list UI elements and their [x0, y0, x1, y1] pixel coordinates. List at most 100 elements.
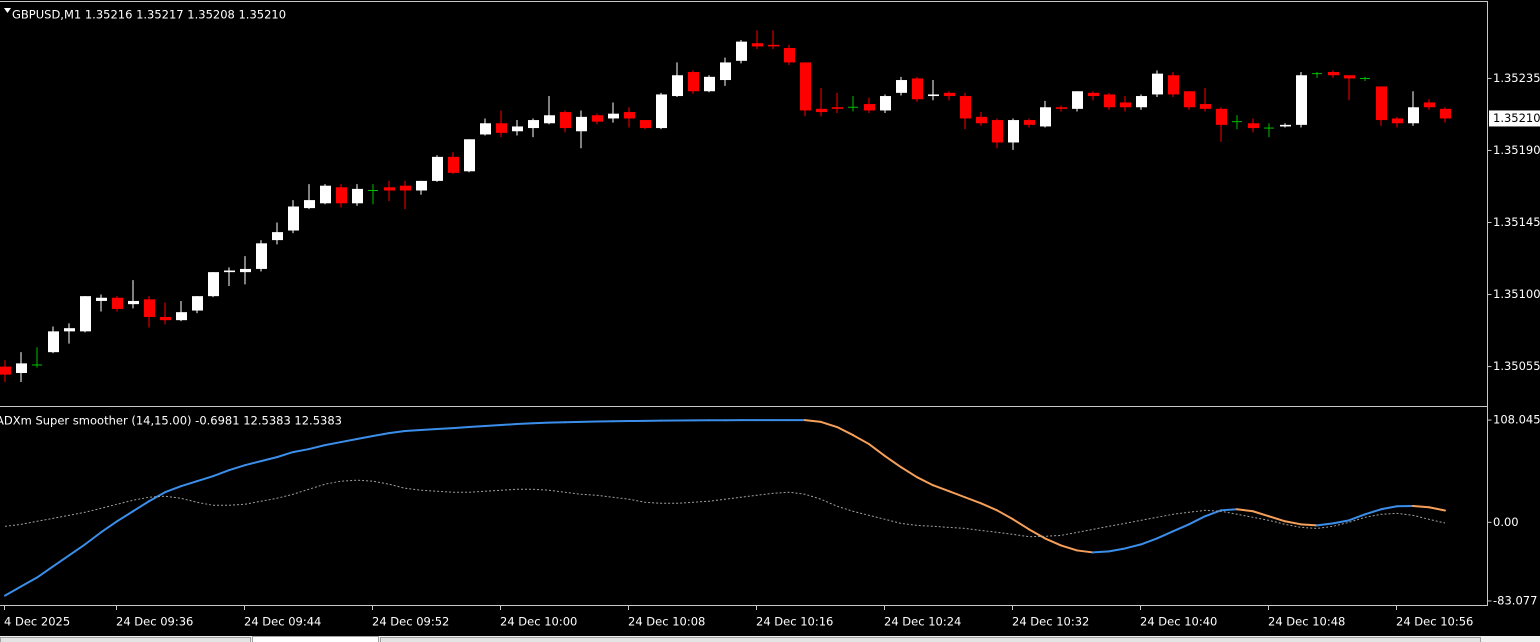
candle-body	[256, 243, 267, 269]
indicator-segment	[1348, 513, 1366, 522]
candle-body	[512, 126, 523, 132]
candle-body	[1024, 120, 1035, 125]
x-tick-label: 24 Dec 10:40	[1140, 615, 1217, 629]
indicator-segment	[4, 585, 22, 597]
candle-body	[944, 92, 955, 97]
x-tick-label: 4 Dec 2025	[4, 615, 70, 629]
indicator-segment	[804, 419, 822, 423]
indicator-segment	[436, 427, 454, 431]
candle-body	[480, 123, 491, 135]
indicator-segment	[52, 554, 70, 568]
indicator-segment	[372, 432, 390, 438]
indicator-segment	[100, 520, 118, 534]
x-tick-label: 24 Dec 10:08	[628, 615, 705, 629]
indicator-segment	[36, 565, 54, 579]
tab[interactable]	[0, 637, 251, 642]
candle-body	[560, 112, 571, 129]
candle-body	[1216, 108, 1227, 125]
candle-body	[432, 156, 443, 181]
indicator-segment	[356, 435, 374, 441]
candle-body	[1168, 75, 1179, 95]
indicator-segment	[228, 464, 246, 472]
indicator-segment	[468, 424, 486, 429]
candle-body	[624, 112, 635, 119]
candle-body	[736, 41, 747, 61]
candle-body	[80, 296, 91, 332]
indicator-segment	[324, 441, 342, 447]
candle-body	[864, 104, 875, 111]
candle-body	[1008, 120, 1019, 143]
candle-body	[896, 80, 907, 93]
tab[interactable]	[252, 636, 379, 642]
indicator-segment	[1124, 543, 1142, 550]
x-tick-label: 24 Dec 09:36	[116, 615, 193, 629]
indicator-segment	[340, 438, 358, 444]
candle-body	[800, 62, 811, 111]
x-tick-label: 24 Dec 10:48	[1268, 615, 1345, 629]
candle-body	[832, 107, 843, 109]
y-tick-label: 1.35100	[1493, 287, 1540, 301]
candle-body	[176, 312, 187, 321]
y-tick-label: -83.077	[1493, 593, 1537, 607]
candle-body	[1072, 91, 1083, 109]
candle-body	[496, 123, 507, 133]
y-tick-label: 1.35055	[1493, 359, 1540, 373]
candle-body	[1088, 92, 1099, 97]
x-tick-label: 24 Dec 10:00	[500, 615, 577, 629]
candle-body	[576, 116, 587, 132]
candle-body	[960, 96, 971, 119]
y-tick-label: 1.35190	[1493, 143, 1540, 157]
indicator-segment	[996, 509, 1014, 521]
indicator-segment	[1300, 523, 1318, 527]
candle-body	[16, 363, 27, 373]
indicator-segment	[836, 426, 854, 437]
indicator-segment	[500, 422, 518, 427]
indicator-segment	[1140, 537, 1158, 546]
candle-body	[592, 115, 603, 122]
candle-body	[96, 297, 107, 301]
candle-body	[1280, 124, 1291, 127]
candle-body	[384, 187, 395, 191]
indicator-segment	[244, 460, 262, 467]
candle-body	[768, 44, 779, 47]
indicator-segment	[1332, 519, 1350, 525]
indicator-segment	[308, 444, 326, 451]
indicator-segment	[1076, 549, 1094, 554]
current-price-box	[1489, 110, 1540, 127]
menu-arrow[interactable]	[4, 8, 11, 13]
candle-body	[752, 43, 763, 47]
candle-body	[912, 78, 923, 100]
indicator-segment	[852, 434, 870, 446]
candle-body	[1328, 72, 1339, 76]
candle-body	[1040, 107, 1051, 127]
candle-body	[1152, 73, 1163, 95]
indicator-segment	[20, 576, 38, 588]
candle-body	[0, 366, 11, 375]
candle-body	[784, 48, 795, 63]
candle-body	[1424, 102, 1435, 108]
candle-body	[288, 206, 299, 231]
indicator-segment	[84, 531, 102, 546]
indicator-segment	[1204, 509, 1222, 518]
candle-body	[672, 75, 683, 97]
indicator-segment	[1108, 547, 1126, 553]
indicator-segment	[1268, 515, 1286, 523]
candle-body	[640, 120, 651, 129]
indicator-segment	[292, 448, 310, 454]
indicator-segment	[148, 491, 166, 503]
x-tick-label: 24 Dec 09:52	[372, 615, 449, 629]
indicator-segment	[1364, 508, 1382, 516]
candle-body	[272, 232, 283, 241]
indicator-segment	[452, 426, 470, 430]
tab[interactable]	[380, 637, 1481, 642]
indicator-segment	[1172, 523, 1190, 533]
indicator-segment	[1028, 528, 1046, 540]
indicator-segment	[964, 496, 982, 505]
signal-line	[4, 479, 1446, 538]
indicator-segment	[1428, 506, 1446, 512]
indicator-segment	[1060, 544, 1078, 552]
candle-body	[704, 76, 715, 92]
x-tick-label: 24 Dec 10:24	[884, 615, 961, 629]
